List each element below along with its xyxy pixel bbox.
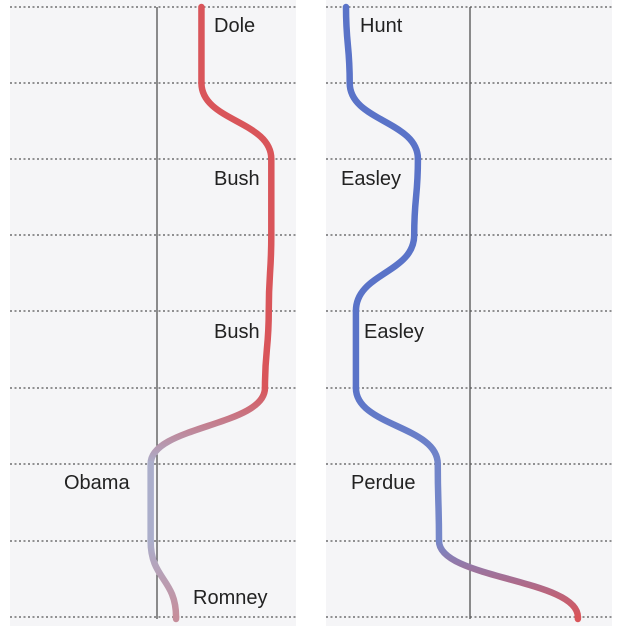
swing-segment <box>147 384 269 468</box>
candidate-label: Obama <box>64 472 130 494</box>
swing-segment <box>346 79 422 163</box>
candidate-label: Hunt <box>360 15 403 37</box>
candidate-label: Romney <box>193 587 267 609</box>
swing-segment <box>435 537 582 621</box>
panel-presidential: Dole Bush Bush Obama Romney <box>10 0 296 626</box>
swing-segment <box>147 537 180 621</box>
swing-segment <box>410 155 422 239</box>
candidate-label: Perdue <box>351 472 416 494</box>
candidate-label: Easley <box>364 321 424 343</box>
candidate-label: Dole <box>214 15 255 37</box>
candidate-label: Easley <box>341 168 401 190</box>
panel-gubernatorial: Hunt Easley Easley Perdue <box>326 0 612 626</box>
swing-segment <box>434 460 443 545</box>
swing-segment <box>265 231 275 315</box>
panel-background <box>326 0 612 626</box>
candidate-label: Bush <box>214 168 260 190</box>
swing-segment <box>198 79 275 163</box>
candidate-label: Bush <box>214 321 260 343</box>
swing-segment <box>352 384 442 468</box>
swing-segment <box>342 3 353 87</box>
swing-segment <box>352 231 418 315</box>
swing-segment <box>261 307 273 392</box>
